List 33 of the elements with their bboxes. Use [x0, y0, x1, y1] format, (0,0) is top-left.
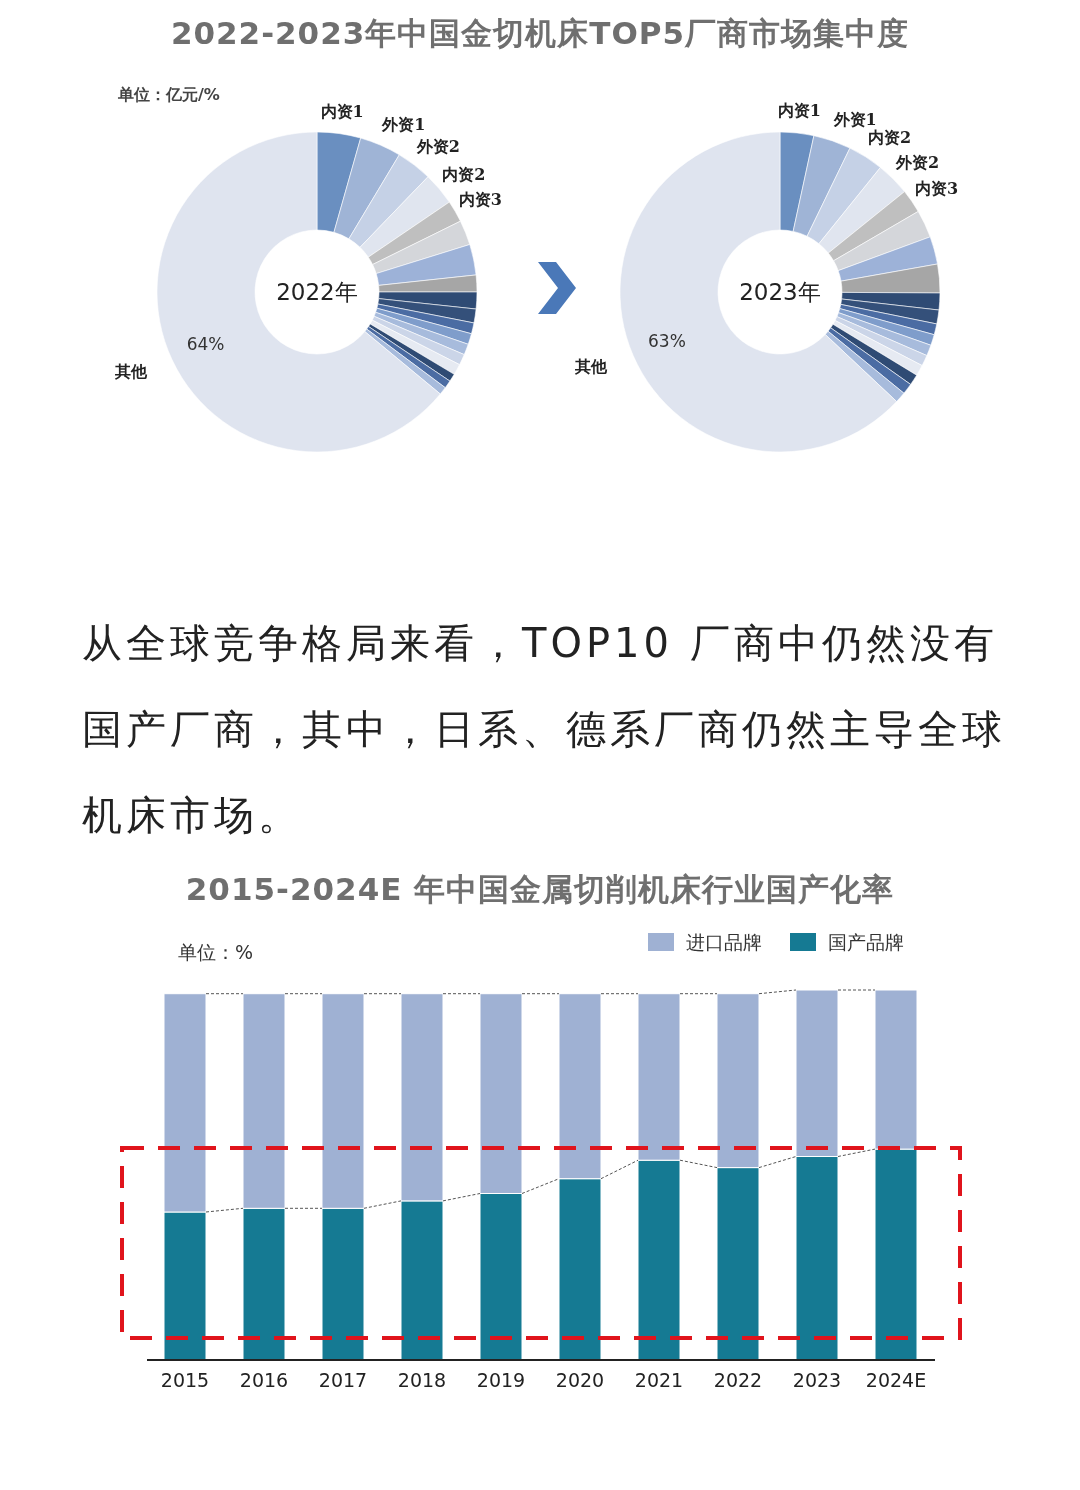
x-tick-label: 2024E: [865, 1369, 927, 1391]
x-tick-label: 2017: [318, 1369, 368, 1391]
x-tick-label: 2021: [634, 1369, 684, 1391]
slice-label: 内资2: [867, 128, 912, 148]
chart-title: 2015-2024E 年中国金属切削机床行业国产化率: [185, 871, 895, 907]
x-tick-label: 2023: [792, 1369, 842, 1391]
slice-label: 内资3: [915, 178, 959, 198]
text: 从全球竞争格局来看，TOP10 厂商中仍然没有国产厂商，其中，日系、德系厂商仍然主导全球机床市场。: [82, 619, 1007, 840]
slice-label: 外资1: [381, 114, 426, 134]
x-tick-label: 2018: [397, 1369, 447, 1391]
x-tick-label: 2016: [239, 1369, 289, 1391]
slice-label: 外资1: [832, 110, 877, 129]
text: 2022年: [276, 279, 358, 305]
chart-title: 2022-2023年中国金切机床TOP5厂商市场集中度: [170, 15, 910, 51]
x-tick-label: 2020: [555, 1369, 605, 1391]
legend-label: 进口品牌: [686, 931, 762, 953]
slice-label: 内资2: [442, 164, 486, 184]
slice-label: 其他: [113, 362, 148, 382]
x-tick-label: 2022: [713, 1369, 763, 1391]
x-tick-label: 2019: [476, 1369, 526, 1391]
slice-label: 外资2: [894, 153, 940, 173]
slice-label: 内资1: [777, 101, 821, 121]
slice-label: 内资1: [320, 101, 364, 121]
text: 2023年: [739, 279, 821, 305]
data-label: 63%: [648, 330, 686, 351]
slice-label: 其他: [574, 356, 609, 376]
text: 单位：亿元/%: [117, 85, 220, 104]
x-tick-label: 2015: [160, 1369, 210, 1391]
data-label: 64%: [186, 334, 225, 355]
slice-label: 内资3: [458, 190, 502, 210]
slice-label: 外资2: [415, 137, 460, 157]
legend-label: 国产品牌: [828, 931, 904, 953]
text: 单位：%: [178, 941, 254, 963]
